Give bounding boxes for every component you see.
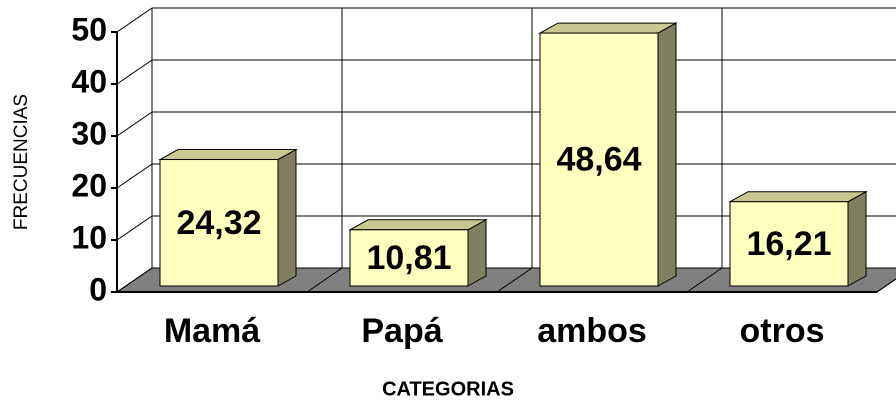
grid-line bbox=[116, 59, 153, 85]
x-axis-label: CATEGORIAS bbox=[382, 378, 514, 400]
y-tick-label: 30 bbox=[71, 115, 107, 151]
grid-line bbox=[116, 215, 153, 241]
grid-line bbox=[116, 163, 153, 189]
bar bbox=[729, 201, 849, 287]
value-label: 48,64 bbox=[556, 141, 641, 179]
bar-top bbox=[158, 149, 298, 161]
value-label: 24,32 bbox=[176, 204, 261, 242]
y-axis-label: FRECUENCIAS bbox=[11, 94, 32, 230]
bar bbox=[539, 32, 659, 287]
grid-line bbox=[116, 7, 153, 33]
bar-side bbox=[467, 218, 487, 287]
y-tick-label: 10 bbox=[71, 219, 107, 255]
bar-side bbox=[277, 148, 297, 287]
x-tick-label: ambos bbox=[537, 312, 647, 350]
floor-divider bbox=[686, 267, 723, 293]
y-tick-label: 20 bbox=[71, 167, 107, 203]
bar-top bbox=[348, 219, 488, 231]
x-tick-label: Mamá bbox=[164, 312, 260, 350]
value-label: 10,81 bbox=[366, 239, 451, 277]
x-tick-label: otros bbox=[740, 312, 825, 350]
y-tick-label: 0 bbox=[89, 271, 107, 307]
x-tick-label: Papá bbox=[361, 312, 442, 350]
bar-side bbox=[657, 22, 677, 287]
bar-top bbox=[728, 191, 868, 203]
bar-top bbox=[538, 22, 678, 34]
floor-divider bbox=[876, 278, 896, 293]
floor-divider bbox=[306, 267, 343, 293]
grid-line bbox=[116, 111, 153, 137]
bar-side bbox=[847, 190, 867, 287]
bar bbox=[349, 229, 469, 287]
grid-line bbox=[116, 267, 153, 293]
floor-divider bbox=[496, 267, 533, 293]
bar bbox=[159, 159, 279, 287]
value-label: 16,21 bbox=[746, 225, 831, 263]
y-tick-label: 50 bbox=[71, 11, 107, 47]
y-tick-label: 40 bbox=[71, 63, 107, 99]
